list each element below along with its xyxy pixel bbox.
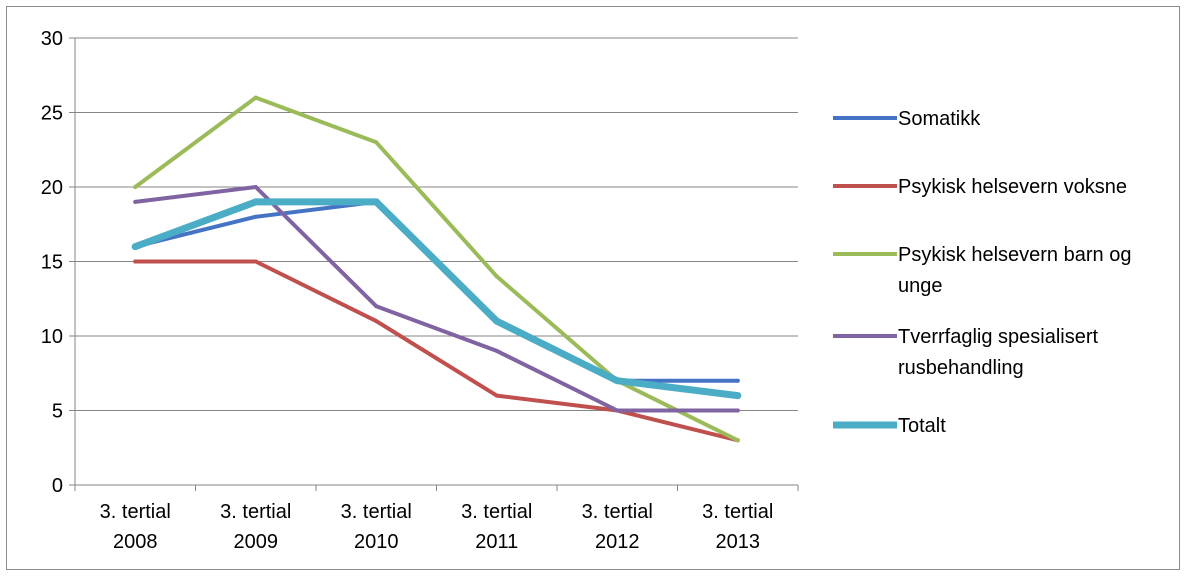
x-tick-label-line: 3. tertial — [702, 501, 773, 523]
line-chart: 0 5 10 15 20 25 30 3. tertial 2008 3. tertial 2009… — [41, 28, 1132, 553]
series-lines — [131, 95, 742, 443]
x-tick-label-line: 2009 — [234, 531, 279, 553]
data-point — [133, 259, 138, 264]
x-tick-label: 3. tertial 2009 — [220, 501, 291, 553]
y-tick-label: 25 — [41, 103, 63, 125]
legend-label-line: unge — [898, 275, 943, 297]
legend-label: Somatikk — [898, 108, 981, 130]
x-tick-label-line: 2011 — [475, 531, 518, 553]
y-tick-label: 5 — [52, 401, 63, 423]
x-tick-label-line: 2010 — [354, 531, 399, 553]
x-tick-label: 3. tertial 2010 — [341, 501, 412, 553]
x-tick-label: 3. tertial 2013 — [702, 501, 773, 553]
series-line-0 — [133, 199, 740, 383]
x-tick-label-line: 2008 — [113, 531, 158, 553]
chart-frame: 0 5 10 15 20 25 30 3. tertial 2008 3. tertial 2009… — [6, 6, 1180, 570]
series-line-3 — [133, 185, 740, 413]
y-tick-label: 15 — [41, 252, 63, 274]
x-tick-label: 3. tertial 2012 — [582, 501, 653, 553]
data-point — [735, 378, 740, 383]
data-point — [253, 214, 258, 219]
gridlines — [75, 37, 798, 411]
legend-label: Totalt — [898, 415, 946, 437]
series-line-2 — [133, 95, 740, 443]
data-point — [493, 317, 501, 325]
legend-label-line: Tverrfaglig spesialisert — [898, 326, 1099, 348]
data-point — [494, 274, 499, 279]
data-point — [252, 198, 260, 206]
data-point — [253, 95, 258, 100]
series-line-1 — [133, 259, 740, 443]
data-point — [494, 393, 499, 398]
data-point — [613, 377, 621, 385]
legend-label-line: Totalt — [898, 415, 946, 437]
data-point — [735, 438, 740, 443]
axes: 0 5 10 15 20 25 30 3. tertial 2008 3. tertial 2009… — [41, 28, 799, 553]
x-tick-label-line: 3. tertial — [100, 501, 171, 523]
legend-label: Psykisk helsevern barn og unge — [898, 244, 1131, 297]
legend-label-line: Somatikk — [898, 108, 981, 130]
x-tick-label-line: 2012 — [595, 531, 640, 553]
y-tick-label: 20 — [41, 177, 63, 199]
legend-label-line: Psykisk helsevern voksne — [898, 176, 1127, 198]
x-tick-label-line: 3. tertial — [341, 501, 412, 523]
x-tick-label: 3. tertial 2011 — [461, 501, 532, 553]
data-point — [494, 348, 499, 353]
data-point — [734, 392, 742, 400]
data-point — [131, 243, 139, 251]
data-point — [253, 185, 258, 189]
data-point — [372, 198, 380, 206]
y-tick-label: 0 — [52, 475, 63, 497]
legend-label: Psykisk helsevern voksne — [898, 176, 1127, 198]
x-tick-label-line: 3. tertial — [461, 501, 532, 523]
x-tick-label-line: 3. tertial — [220, 501, 291, 523]
legend-label: Tverrfaglig spesialisert rusbehandling — [898, 326, 1099, 379]
data-point — [133, 185, 138, 189]
data-point — [735, 408, 740, 413]
data-point — [253, 259, 258, 264]
x-tick-label-line: 3. tertial — [582, 501, 653, 523]
y-tick-label: 10 — [41, 326, 63, 348]
legend-label-line: rusbehandling — [898, 357, 1024, 379]
data-point — [374, 140, 379, 145]
legend-label-line: Psykisk helsevern barn og — [898, 244, 1131, 266]
x-tick-label-line: 2013 — [716, 531, 761, 553]
data-point — [615, 408, 620, 413]
x-tick-label: 3. tertial 2008 — [100, 501, 171, 553]
legend: Somatikk Psykisk helsevern voksne Psykisk … — [833, 108, 1131, 437]
data-point — [374, 319, 379, 324]
data-point — [133, 199, 138, 204]
series-line-4 — [131, 198, 742, 400]
data-point — [374, 304, 379, 309]
y-tick-label: 30 — [41, 28, 63, 50]
